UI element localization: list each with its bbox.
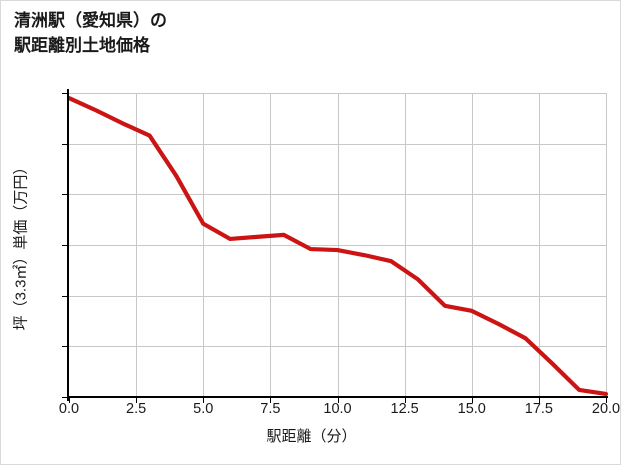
x-tick-mark (471, 398, 473, 403)
y-tick-mark (62, 93, 67, 94)
x-tick-mark (538, 398, 540, 403)
y-axis-line (67, 89, 69, 401)
x-tick-mark (606, 398, 607, 403)
x-tick-label: 15.0 (457, 401, 486, 417)
x-axis-line (67, 396, 608, 398)
y-tick-mark (62, 346, 67, 348)
x-axis-label: 駅距離（分） (266, 428, 357, 445)
y-tick-mark (62, 397, 67, 398)
y-tick-mark (62, 143, 67, 145)
gridline-x (337, 93, 339, 397)
x-tick-label: 17.5 (524, 401, 553, 417)
gridline-x (404, 93, 406, 397)
data-line-svg (66, 95, 609, 397)
y-tick-mark (62, 245, 67, 246)
y-axis-label: 坪（3.3㎡）単価（万円） (12, 159, 30, 331)
x-tick-mark (337, 398, 339, 403)
x-tick-label: 12.5 (390, 401, 419, 417)
y-tick-mark (62, 194, 67, 196)
x-tick-mark (136, 398, 138, 403)
gridline-x (270, 93, 272, 397)
series-line-坪単価 (66, 95, 609, 397)
x-tick-label: 0.0 (58, 401, 80, 417)
gridline-x (606, 93, 607, 397)
x-tick-mark (203, 398, 205, 403)
gridline-x (538, 93, 540, 397)
x-tick-mark (69, 398, 70, 403)
x-tick-label: 5.0 (193, 401, 214, 417)
x-tick-label: 7.5 (260, 401, 281, 417)
gridline-x (203, 93, 205, 397)
gridline-x (136, 93, 138, 397)
plot-area (66, 93, 609, 398)
x-tick-label: 10.0 (323, 401, 352, 417)
x-tick-mark (404, 398, 406, 403)
page-title: 清洲駅（愛知県）の 駅距離別土地価格 (14, 11, 167, 55)
x-tick-label: 20.0 (591, 401, 621, 417)
gridline-x (471, 93, 473, 397)
y-tick-mark (62, 295, 67, 297)
x-tick-mark (270, 398, 272, 403)
y-axis-label-wrap: 坪（3.3㎡）単価（万円） (7, 93, 33, 397)
x-tick-label: 2.5 (126, 401, 147, 417)
